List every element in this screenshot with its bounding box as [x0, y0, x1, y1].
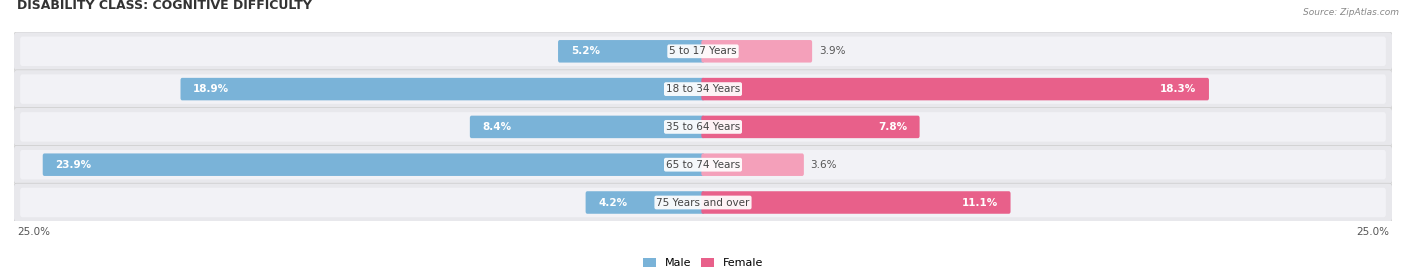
- FancyBboxPatch shape: [20, 36, 1386, 66]
- FancyBboxPatch shape: [20, 150, 1386, 180]
- Text: 18.3%: 18.3%: [1160, 84, 1197, 94]
- FancyBboxPatch shape: [14, 108, 1392, 146]
- Text: 18 to 34 Years: 18 to 34 Years: [666, 84, 740, 94]
- FancyBboxPatch shape: [14, 183, 1392, 222]
- Text: 18.9%: 18.9%: [193, 84, 229, 94]
- Text: 8.4%: 8.4%: [482, 122, 512, 132]
- FancyBboxPatch shape: [42, 153, 704, 176]
- Text: 11.1%: 11.1%: [962, 197, 998, 208]
- FancyBboxPatch shape: [558, 40, 704, 63]
- Text: 5.2%: 5.2%: [571, 46, 600, 56]
- FancyBboxPatch shape: [20, 112, 1386, 142]
- Text: 3.9%: 3.9%: [818, 46, 845, 56]
- Text: 65 to 74 Years: 65 to 74 Years: [666, 160, 740, 170]
- Text: 7.8%: 7.8%: [877, 122, 907, 132]
- Text: 5 to 17 Years: 5 to 17 Years: [669, 46, 737, 56]
- Text: 75 Years and over: 75 Years and over: [657, 197, 749, 208]
- FancyBboxPatch shape: [470, 116, 704, 138]
- FancyBboxPatch shape: [586, 191, 704, 214]
- FancyBboxPatch shape: [702, 78, 1209, 100]
- FancyBboxPatch shape: [14, 70, 1392, 108]
- Text: 3.6%: 3.6%: [810, 160, 837, 170]
- FancyBboxPatch shape: [20, 188, 1386, 217]
- Text: DISABILITY CLASS: COGNITIVE DIFFICULTY: DISABILITY CLASS: COGNITIVE DIFFICULTY: [17, 0, 312, 12]
- Legend: Male, Female: Male, Female: [638, 253, 768, 270]
- Text: 23.9%: 23.9%: [55, 160, 91, 170]
- FancyBboxPatch shape: [180, 78, 704, 100]
- FancyBboxPatch shape: [702, 191, 1011, 214]
- FancyBboxPatch shape: [702, 153, 804, 176]
- FancyBboxPatch shape: [702, 116, 920, 138]
- FancyBboxPatch shape: [702, 40, 813, 63]
- Text: Source: ZipAtlas.com: Source: ZipAtlas.com: [1303, 8, 1399, 17]
- Text: 35 to 64 Years: 35 to 64 Years: [666, 122, 740, 132]
- Text: 4.2%: 4.2%: [599, 197, 627, 208]
- FancyBboxPatch shape: [20, 74, 1386, 104]
- FancyBboxPatch shape: [14, 32, 1392, 70]
- Text: 25.0%: 25.0%: [17, 227, 49, 237]
- FancyBboxPatch shape: [14, 146, 1392, 184]
- Text: 25.0%: 25.0%: [1357, 227, 1389, 237]
